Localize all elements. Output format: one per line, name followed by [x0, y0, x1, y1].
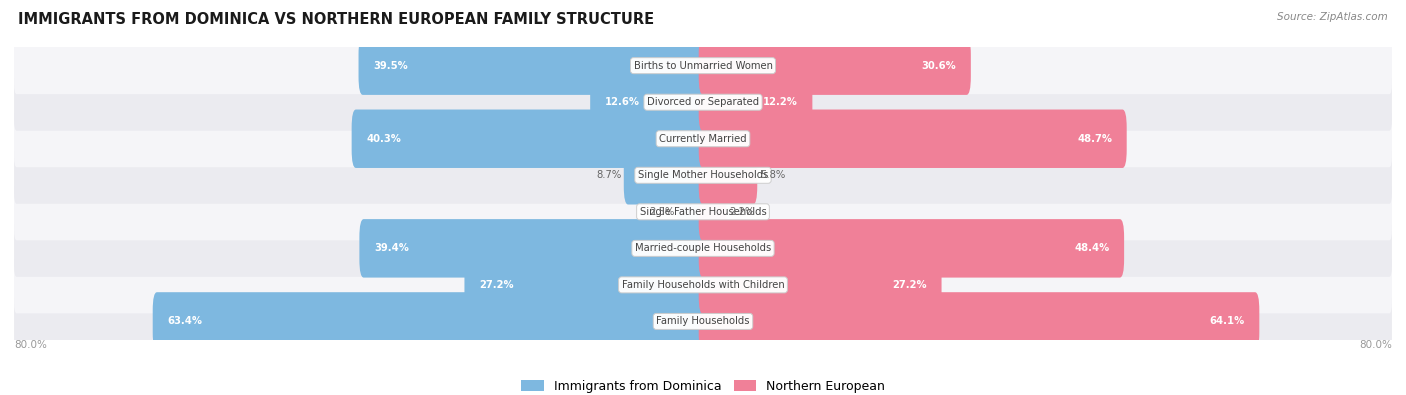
FancyBboxPatch shape [14, 220, 1392, 277]
Text: Single Father Households: Single Father Households [640, 207, 766, 217]
Text: 80.0%: 80.0% [14, 340, 46, 350]
Text: 63.4%: 63.4% [167, 316, 202, 326]
Text: 8.7%: 8.7% [596, 170, 621, 180]
Text: 5.8%: 5.8% [759, 170, 785, 180]
Text: 39.4%: 39.4% [374, 243, 409, 253]
Text: 2.5%: 2.5% [650, 207, 675, 217]
Text: Family Households with Children: Family Households with Children [621, 280, 785, 290]
FancyBboxPatch shape [14, 256, 1392, 313]
FancyBboxPatch shape [14, 147, 1392, 204]
FancyBboxPatch shape [624, 146, 707, 205]
Text: 80.0%: 80.0% [1360, 340, 1392, 350]
Text: Family Households: Family Households [657, 316, 749, 326]
Text: 27.2%: 27.2% [893, 280, 927, 290]
FancyBboxPatch shape [699, 292, 1260, 351]
FancyBboxPatch shape [464, 256, 707, 314]
FancyBboxPatch shape [359, 36, 707, 95]
Text: 48.7%: 48.7% [1077, 134, 1112, 144]
Text: Married-couple Households: Married-couple Households [636, 243, 770, 253]
FancyBboxPatch shape [14, 37, 1392, 94]
Text: 39.5%: 39.5% [373, 61, 408, 71]
Text: 30.6%: 30.6% [921, 61, 956, 71]
FancyBboxPatch shape [14, 110, 1392, 167]
Text: 12.2%: 12.2% [763, 97, 797, 107]
Text: 2.2%: 2.2% [728, 207, 754, 217]
Legend: Immigrants from Dominica, Northern European: Immigrants from Dominica, Northern Europ… [516, 375, 890, 395]
FancyBboxPatch shape [699, 182, 727, 241]
FancyBboxPatch shape [699, 256, 942, 314]
Text: 64.1%: 64.1% [1209, 316, 1244, 326]
FancyBboxPatch shape [699, 73, 813, 132]
Text: 48.4%: 48.4% [1074, 243, 1109, 253]
FancyBboxPatch shape [699, 109, 1126, 168]
FancyBboxPatch shape [153, 292, 707, 351]
Text: Births to Unmarried Women: Births to Unmarried Women [634, 61, 772, 71]
FancyBboxPatch shape [14, 293, 1392, 350]
Text: Single Mother Households: Single Mother Households [638, 170, 768, 180]
FancyBboxPatch shape [678, 182, 707, 241]
FancyBboxPatch shape [14, 183, 1392, 240]
FancyBboxPatch shape [699, 36, 970, 95]
Text: Divorced or Separated: Divorced or Separated [647, 97, 759, 107]
FancyBboxPatch shape [14, 74, 1392, 131]
Text: IMMIGRANTS FROM DOMINICA VS NORTHERN EUROPEAN FAMILY STRUCTURE: IMMIGRANTS FROM DOMINICA VS NORTHERN EUR… [18, 12, 654, 27]
Text: Source: ZipAtlas.com: Source: ZipAtlas.com [1277, 12, 1388, 22]
FancyBboxPatch shape [360, 219, 707, 278]
Text: 40.3%: 40.3% [367, 134, 401, 144]
FancyBboxPatch shape [591, 73, 707, 132]
Text: Currently Married: Currently Married [659, 134, 747, 144]
Text: 12.6%: 12.6% [605, 97, 640, 107]
Text: 27.2%: 27.2% [479, 280, 513, 290]
FancyBboxPatch shape [699, 146, 758, 205]
FancyBboxPatch shape [699, 219, 1125, 278]
FancyBboxPatch shape [352, 109, 707, 168]
